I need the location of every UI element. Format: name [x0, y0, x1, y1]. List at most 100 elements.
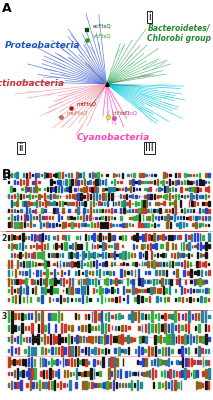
Bar: [108, 312, 109, 321]
Bar: [151, 324, 153, 332]
Bar: [133, 244, 134, 249]
Bar: [81, 180, 82, 184]
Bar: [45, 200, 46, 207]
Bar: [52, 187, 54, 191]
Bar: [150, 287, 152, 294]
Bar: [20, 334, 21, 344]
Bar: [190, 280, 192, 283]
Bar: [196, 194, 197, 199]
Bar: [94, 174, 96, 176]
Bar: [111, 245, 112, 248]
Bar: [105, 209, 106, 212]
Bar: [89, 215, 91, 220]
Bar: [138, 311, 139, 322]
Bar: [167, 298, 169, 301]
Bar: [32, 195, 33, 198]
Bar: [190, 180, 192, 184]
Bar: [145, 234, 146, 241]
Bar: [89, 279, 90, 284]
Bar: [178, 312, 179, 320]
Bar: [51, 382, 53, 388]
Bar: [55, 347, 56, 354]
Bar: [40, 371, 42, 376]
Bar: [66, 242, 68, 250]
Bar: [164, 216, 166, 220]
Bar: [125, 325, 126, 331]
Bar: [38, 324, 39, 332]
Bar: [133, 338, 135, 341]
Bar: [35, 286, 36, 294]
Bar: [190, 174, 191, 176]
Bar: [171, 253, 172, 258]
Bar: [186, 244, 187, 249]
Bar: [50, 194, 52, 198]
Bar: [208, 298, 209, 301]
Bar: [118, 335, 120, 344]
Bar: [11, 200, 12, 207]
Bar: [62, 172, 63, 178]
Bar: [155, 188, 156, 191]
Bar: [38, 262, 40, 265]
Bar: [72, 278, 73, 286]
Bar: [148, 323, 149, 333]
Bar: [37, 297, 39, 301]
Bar: [56, 288, 58, 293]
Bar: [132, 224, 133, 226]
Bar: [152, 214, 153, 221]
Bar: [16, 236, 18, 239]
Bar: [64, 324, 66, 332]
Bar: [84, 201, 86, 206]
Bar: [208, 360, 209, 364]
Bar: [126, 289, 128, 292]
Text: Actinobacteria: Actinobacteria: [0, 80, 65, 88]
Bar: [119, 224, 121, 226]
Bar: [153, 234, 155, 241]
Bar: [68, 270, 69, 275]
Bar: [154, 194, 155, 199]
Bar: [167, 371, 168, 376]
Text: vcFtsQ: vcFtsQ: [93, 34, 111, 39]
Bar: [191, 234, 192, 241]
Bar: [134, 298, 136, 301]
Bar: [56, 195, 58, 198]
Bar: [134, 372, 136, 375]
Bar: [81, 193, 82, 200]
Bar: [99, 269, 100, 277]
Bar: [111, 253, 112, 258]
Bar: [81, 260, 82, 268]
Bar: [202, 336, 204, 343]
Bar: [98, 336, 99, 343]
Bar: [19, 295, 20, 303]
Bar: [120, 216, 122, 220]
Bar: [85, 270, 87, 276]
Bar: [196, 174, 197, 176]
Bar: [165, 209, 167, 212]
Bar: [91, 222, 92, 227]
Bar: [135, 210, 137, 212]
Bar: [8, 244, 9, 248]
Bar: [205, 252, 207, 258]
Bar: [91, 382, 93, 388]
Bar: [208, 181, 209, 183]
Bar: [48, 381, 49, 389]
Bar: [109, 279, 111, 284]
Bar: [147, 261, 149, 267]
Bar: [96, 270, 97, 275]
Bar: [73, 372, 74, 375]
Bar: [147, 288, 149, 292]
Bar: [202, 202, 204, 205]
Bar: [199, 261, 200, 267]
Bar: [171, 261, 173, 267]
Bar: [180, 200, 181, 207]
Bar: [30, 245, 31, 248]
Bar: [83, 279, 85, 284]
Bar: [81, 223, 82, 226]
Bar: [11, 279, 12, 284]
Bar: [102, 209, 103, 212]
Bar: [175, 244, 176, 248]
Bar: [158, 323, 159, 333]
Bar: [170, 370, 171, 378]
Bar: [17, 260, 18, 268]
Bar: [145, 251, 147, 259]
Bar: [44, 209, 46, 212]
